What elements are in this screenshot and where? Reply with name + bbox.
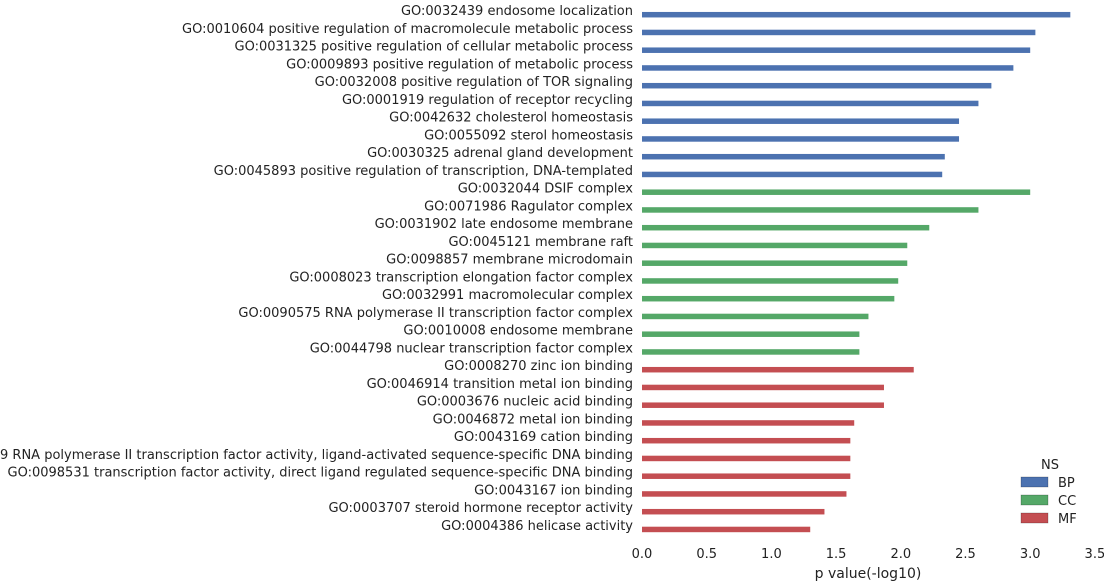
category-label: GO:0046872 metal ion binding xyxy=(433,412,633,427)
legend-swatch-cc xyxy=(1020,494,1049,506)
bars xyxy=(642,11,1071,533)
category-label: GO:0046914 transition metal ion binding xyxy=(367,377,633,392)
bar-bp xyxy=(642,65,1014,71)
category-label: GO:0032044 DSIF complex xyxy=(458,182,634,197)
category-label: GO:0045121 membrane raft xyxy=(448,235,633,250)
x-tick-label: 1.5 xyxy=(826,547,847,562)
legend-swatch-mf xyxy=(1020,512,1049,524)
legend-swatch-bp xyxy=(1020,476,1049,488)
x-tick-label: 2.0 xyxy=(890,547,911,562)
bar-mf xyxy=(642,366,914,373)
bar-bp xyxy=(642,136,960,142)
bar-bp xyxy=(642,47,1031,53)
x-tick-label: 3.0 xyxy=(1020,547,1041,562)
category-label: GO:0003676 nucleic acid binding xyxy=(417,395,633,410)
bar-cc xyxy=(642,260,908,266)
category-label: GO:0042632 cholesterol homeostasis xyxy=(389,111,633,126)
category-label: GO:0044798 nuclear transcription factor … xyxy=(310,341,634,356)
bar-cc xyxy=(642,224,930,231)
category-label: GO:0004879 RNA polymerase II transcripti… xyxy=(0,448,633,463)
legend: NS BP CC MF xyxy=(1020,458,1077,527)
category-label: GO:0032008 positive regulation of TOR si… xyxy=(315,75,633,90)
category-label: GO:0043167 ion binding xyxy=(474,483,633,498)
category-label: GO:0055092 sterol homeostasis xyxy=(424,128,633,143)
bar-bp xyxy=(642,100,979,107)
category-label: GO:0008270 zinc ion binding xyxy=(444,359,633,374)
category-label: GO:0004386 helicase activity xyxy=(441,519,633,534)
legend-label-mf: MF xyxy=(1058,512,1077,527)
x-tick-label: 0.0 xyxy=(632,547,653,562)
bar-bp xyxy=(642,153,945,160)
category-label: GO:0030325 adrenal gland development xyxy=(367,146,633,161)
x-tick-label: 0.5 xyxy=(696,547,717,562)
bar-mf xyxy=(642,526,811,533)
bar-bp xyxy=(642,171,943,178)
category-label: GO:0003707 steroid hormone receptor acti… xyxy=(328,501,633,516)
category-label: GO:0001919 regulation of receptor recycl… xyxy=(342,93,633,108)
legend-label-cc: CC xyxy=(1058,494,1076,509)
category-label: GO:0031902 late endosome membrane xyxy=(375,217,633,232)
category-label: GO:0009893 positive regulation of metabo… xyxy=(286,57,633,72)
bar-cc xyxy=(642,349,860,355)
bar-mf xyxy=(642,384,884,391)
bar-mf xyxy=(642,420,855,426)
category-label: GO:0043169 cation binding xyxy=(454,430,633,445)
x-tick-label: 1.0 xyxy=(761,547,782,562)
category-label: GO:0010604 positive regulation of macrom… xyxy=(182,22,633,37)
bar-cc xyxy=(642,189,1031,195)
x-axis-label: p value(-log10) xyxy=(815,566,922,582)
bar-bp xyxy=(642,29,1036,36)
category-label: GO:0045893 positive regulation of transc… xyxy=(214,164,633,179)
bar-bp xyxy=(642,82,992,89)
category-label: GO:0098531 transcription factor activity… xyxy=(8,466,633,481)
bar-cc xyxy=(642,278,899,284)
bar-bp xyxy=(642,11,1071,18)
bar-mf xyxy=(642,508,825,515)
x-tick-label: 2.5 xyxy=(955,547,976,562)
bar-cc xyxy=(642,331,860,337)
bar-mf xyxy=(642,402,884,408)
category-label: GO:0010008 endosome membrane xyxy=(403,324,633,339)
category-label: GO:0098857 membrane microdomain xyxy=(386,253,633,268)
bar-mf xyxy=(642,491,847,497)
category-label: GO:0032439 endosome localization xyxy=(401,4,633,19)
bar-cc xyxy=(642,313,869,320)
category-label: GO:0090575 RNA polymerase II transcripti… xyxy=(238,306,633,321)
category-label: GO:0008023 transcription elongation fact… xyxy=(289,270,633,285)
category-label: GO:0071986 Ragulator complex xyxy=(424,199,633,214)
bar-cc xyxy=(642,295,895,302)
bar-bp xyxy=(642,118,960,124)
bar-mf xyxy=(642,473,851,479)
bar-cc xyxy=(642,242,908,249)
legend-label-bp: BP xyxy=(1058,476,1075,491)
category-label: GO:0031325 positive regulation of cellul… xyxy=(235,40,634,55)
bar-mf xyxy=(642,455,851,462)
category-label: GO:0032991 macromolecular complex xyxy=(382,288,633,303)
bar-mf xyxy=(642,437,851,444)
legend-title: NS xyxy=(1041,458,1059,473)
bar-cc xyxy=(642,207,979,213)
category-labels: GO:0032439 endosome localization GO:00106… xyxy=(0,4,633,534)
x-axis: 0.0 0.5 1.0 1.5 2.0 2.5 3.0 3.5 xyxy=(632,547,1104,562)
x-tick-label: 3.5 xyxy=(1085,547,1104,562)
